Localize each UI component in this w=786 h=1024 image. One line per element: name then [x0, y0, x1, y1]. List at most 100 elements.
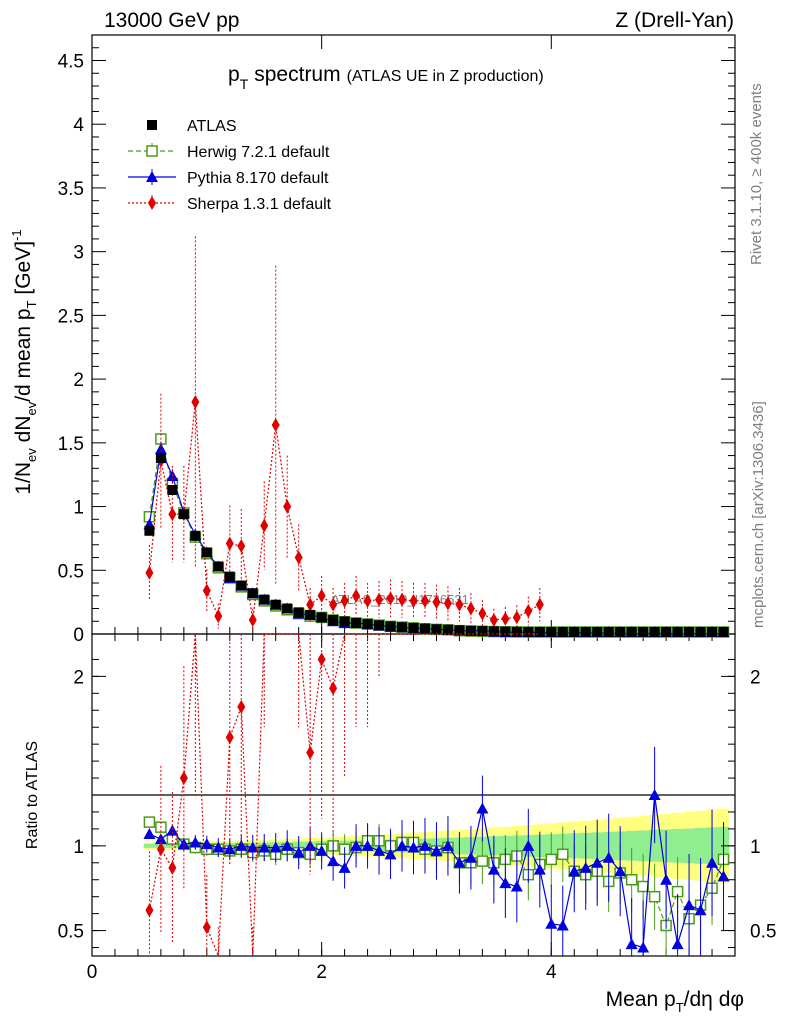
- data-point-atlas: [511, 626, 522, 637]
- data-point-atlas: [465, 625, 476, 636]
- x-axis-label: Mean pT/dη dφ: [606, 988, 744, 1015]
- y-tick-label: 4: [73, 115, 84, 136]
- data-point-atlas: [454, 625, 465, 636]
- legend-label-pythia: Pythia 8.170 default: [187, 170, 329, 187]
- data-point-atlas: [178, 509, 189, 520]
- ratio-point-pythia: [545, 917, 558, 929]
- data-point-sherpa: [398, 592, 407, 607]
- ratio-point-pythia: [304, 839, 317, 851]
- ratio-point-pythia: [223, 843, 236, 855]
- ratio-point-pythia: [384, 848, 397, 860]
- data-point-atlas: [144, 525, 155, 536]
- ratio-point-pythia: [602, 851, 615, 863]
- data-point-sherpa: [478, 606, 487, 621]
- data-point-sherpa: [512, 610, 521, 625]
- legend-label-herwig: Herwig 7.2.1 default: [187, 144, 330, 161]
- plot-title: pT spectrum (ATLAS UE in Z production): [228, 63, 544, 92]
- data-point-atlas: [592, 627, 603, 637]
- ratio-point-pythia: [200, 838, 213, 850]
- ratio-point-sherpa: [145, 903, 154, 918]
- data-point-atlas: [626, 627, 637, 637]
- ratio-point-sherpa: [156, 842, 165, 857]
- data-point-atlas: [477, 626, 488, 637]
- ratio-point-pythia: [143, 827, 156, 839]
- data-point-atlas: [569, 627, 580, 637]
- ratio-point-herwig: [625, 873, 638, 886]
- ratio-point-pythia: [189, 836, 202, 848]
- y-tick-label: 2.5: [58, 306, 84, 327]
- x-tick-label: 4: [546, 962, 557, 983]
- ratio-point-herwig: [143, 816, 156, 828]
- ratio-point-pythia: [625, 938, 638, 950]
- ratio-point-pythia: [338, 861, 351, 873]
- ratio-point-sherpa: [306, 745, 315, 760]
- data-point-sherpa: [363, 593, 372, 608]
- data-point-atlas: [293, 607, 304, 618]
- legend-entry-herwig: Herwig 7.2.1 default: [128, 143, 330, 161]
- header-right: Z (Drell-Yan): [615, 9, 734, 32]
- series-sherpa: [145, 236, 544, 632]
- data-point-sherpa: [420, 593, 429, 608]
- ratio-point-pythia: [510, 880, 523, 892]
- ratio-point-pythia: [361, 839, 374, 851]
- data-point-atlas: [236, 580, 247, 591]
- data-point-atlas: [707, 627, 718, 637]
- ratio-point-pythia: [568, 865, 581, 877]
- data-point-atlas: [523, 627, 534, 637]
- ratio-point-pythia: [579, 861, 592, 873]
- ratio-point-pythia: [166, 824, 179, 836]
- data-point-sherpa: [409, 593, 418, 608]
- y-tick-label: 0: [73, 625, 84, 646]
- data-point-atlas: [534, 627, 545, 637]
- data-point-atlas: [305, 609, 316, 620]
- ratio-point-pythia: [487, 863, 500, 875]
- ratio-tick-label-right: 1: [750, 837, 761, 858]
- ratio-point-pythia: [258, 841, 271, 853]
- ratio-point-pythia: [706, 856, 719, 868]
- rivet-label: Rivet 3.1.10, ≥ 400k events: [748, 83, 765, 265]
- data-point-atlas: [259, 594, 270, 605]
- y-tick-label: 0.5: [58, 561, 84, 582]
- data-point-sherpa: [535, 597, 544, 612]
- ratio-point-pythia: [522, 839, 535, 851]
- data-point-sherpa: [443, 596, 452, 611]
- ratio-point-herwig: [557, 848, 569, 861]
- data-point-atlas: [339, 616, 350, 627]
- ratio-point-pythia: [660, 873, 673, 885]
- data-point-atlas: [557, 627, 568, 637]
- data-point-sherpa: [386, 591, 395, 606]
- data-point-atlas: [661, 627, 672, 637]
- plot-title-main: p: [228, 63, 240, 86]
- ratio-point-pythia: [683, 899, 696, 911]
- data-point-atlas: [649, 627, 660, 637]
- data-point-sherpa: [237, 539, 246, 554]
- ratio-point-pythia: [281, 839, 294, 851]
- ratio-point-sherpa: [202, 920, 211, 935]
- ratio-tick-label: 2: [73, 667, 84, 688]
- data-point-atlas: [546, 627, 557, 637]
- ratio-point-sherpa: [237, 699, 246, 714]
- data-point-sherpa: [317, 588, 326, 603]
- data-point-sherpa: [489, 612, 498, 627]
- ratio-point-pythia: [637, 941, 650, 953]
- data-point-atlas: [397, 622, 408, 633]
- data-point-atlas: [408, 623, 419, 634]
- plot-title-rest: spectrum: [254, 63, 340, 86]
- ratio-point-pythia: [350, 839, 363, 851]
- axis-ticks: 0 2 400.511.522.533.544.50.5 0.51 12 2: [58, 34, 776, 983]
- data-point-atlas: [213, 561, 224, 572]
- data-point-atlas: [224, 571, 235, 582]
- data-point-sherpa: [466, 601, 475, 616]
- ratio-point-pythia: [212, 841, 225, 853]
- ratio-point-herwig: [545, 853, 558, 866]
- header-left: 13000 GeV pp: [104, 9, 239, 32]
- ratio-point-pythia: [533, 863, 546, 875]
- data-point-pythia: [154, 443, 167, 455]
- ratio-point-pythia: [292, 846, 305, 858]
- ratio-point-pythia: [453, 856, 466, 868]
- data-point-sherpa: [260, 518, 269, 533]
- ratio-point-sherpa: [317, 652, 326, 667]
- ratio-tick-label: 0.5: [58, 922, 84, 943]
- legend-label-atlas: ATLAS: [187, 118, 237, 135]
